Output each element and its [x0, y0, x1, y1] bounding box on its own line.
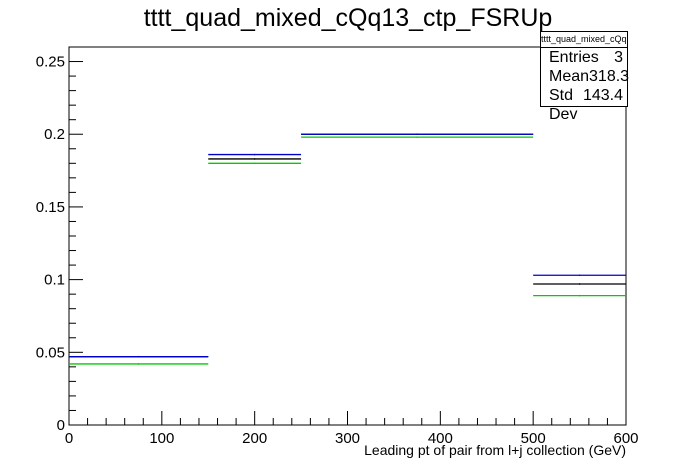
- stats-row-entries: Entries 3: [541, 48, 627, 67]
- histogram-bin-marker: [416, 133, 418, 136]
- stats-label: Mean: [549, 68, 590, 85]
- x-tick-label: 200: [242, 430, 267, 447]
- x-tick-label: 300: [335, 430, 360, 447]
- y-tick-label: 0.15: [36, 199, 65, 216]
- histogram-series: [69, 133, 626, 365]
- y-tick-label: 0.1: [44, 272, 65, 289]
- stats-row-mean: Mean 318.3: [541, 67, 630, 86]
- stats-box-name: tttt_quad_mixed_cQq13_ctp_FSRUp: [541, 32, 627, 48]
- y-tick-label: 0: [57, 417, 65, 434]
- chart-title: tttt_quad_mixed_cQq13_ctp_FSRUp: [143, 4, 553, 32]
- x-tick-label: 500: [521, 430, 546, 447]
- histogram-bin-marker: [578, 294, 581, 297]
- stats-value: 3: [614, 49, 623, 66]
- stats-label: Entries: [549, 49, 599, 66]
- x-tick-label: 0: [65, 430, 73, 447]
- histogram-bin-marker: [416, 136, 418, 138]
- x-tick-label: 400: [428, 430, 453, 447]
- x-axis-label: Leading pt of pair from l+j collection (…: [364, 442, 626, 458]
- x-axis: 0 100 200 300 400 500 600: [65, 411, 639, 447]
- stats-box: tttt_quad_mixed_cQq13_ctp_FSRUp Entries …: [540, 31, 630, 123]
- stats-row-stddev: Std Dev 143.4: [541, 86, 627, 123]
- histogram-bin-marker: [578, 283, 581, 285]
- stats-value: 318.3: [589, 68, 630, 85]
- histogram-bin-marker: [137, 363, 140, 365]
- x-tick-label: 600: [613, 430, 638, 447]
- y-tick-label: 0.25: [36, 54, 65, 71]
- x-tick-label: 100: [149, 430, 174, 447]
- y-axis: 0 0.05 0.1 0.15 0.2 0.25: [36, 46, 83, 434]
- histogram-bin-marker: [137, 355, 140, 358]
- stats-value: 143.4: [582, 87, 623, 104]
- histogram-bin-marker: [253, 158, 256, 160]
- y-tick-label: 0.2: [44, 126, 65, 143]
- histogram-bin-marker: [253, 153, 256, 156]
- histogram-bin-marker: [253, 162, 256, 165]
- histogram-bin-marker: [578, 274, 581, 277]
- y-tick-label: 0.05: [36, 344, 65, 361]
- stats-label: Std Dev: [549, 87, 578, 123]
